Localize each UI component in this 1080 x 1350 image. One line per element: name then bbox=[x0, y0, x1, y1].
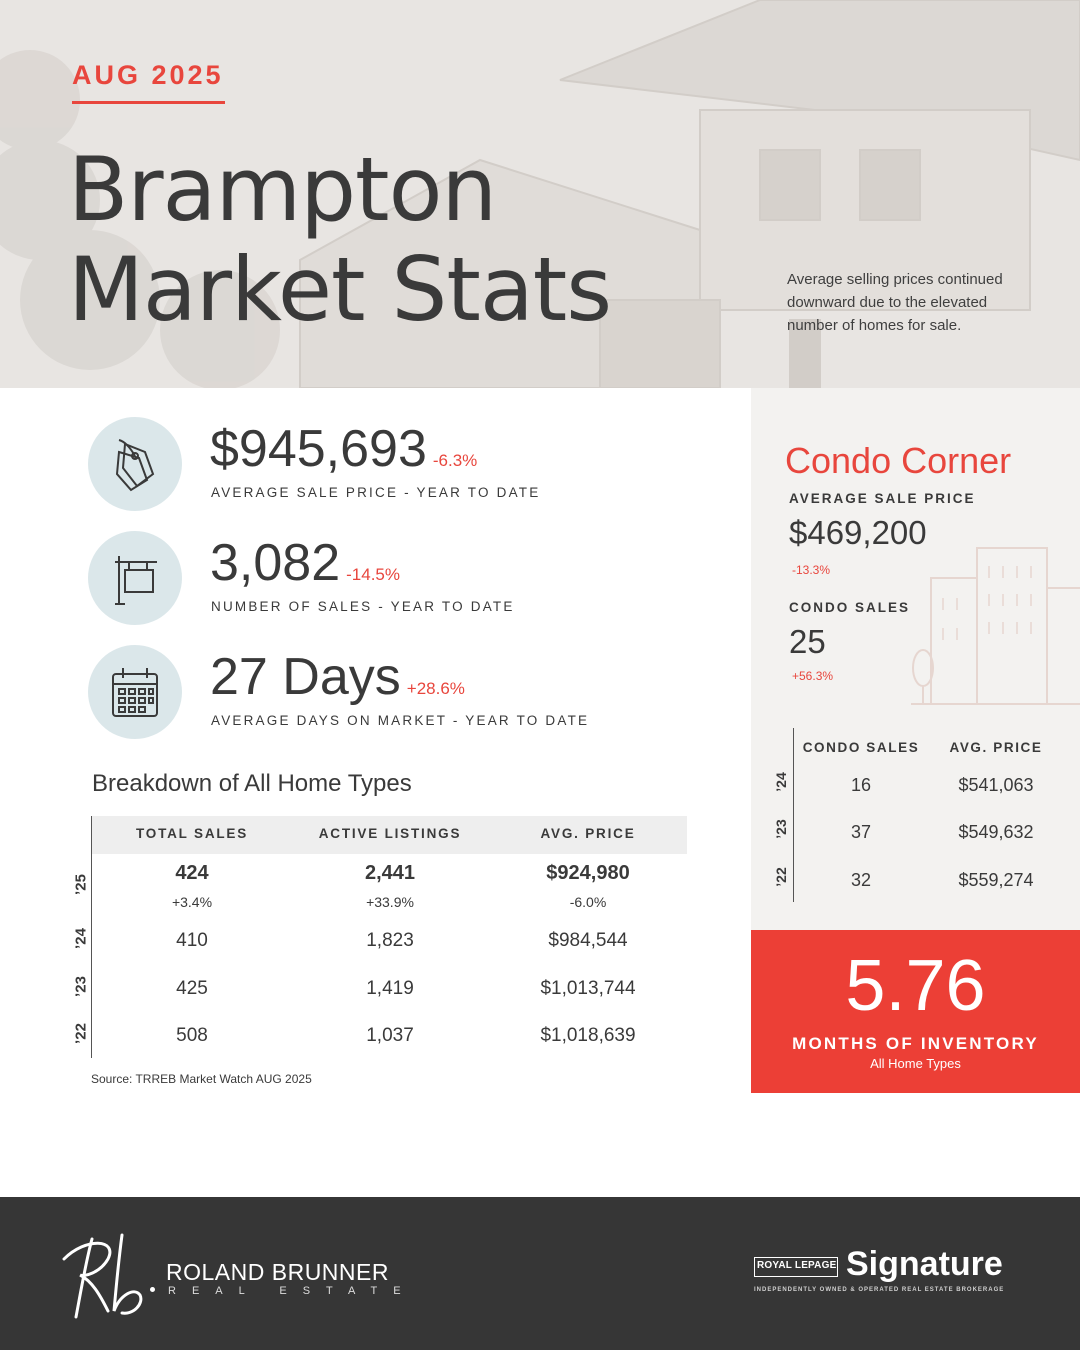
total-sales-change: +3.4% bbox=[171, 894, 213, 910]
kpi-change: -14.5% bbox=[346, 565, 401, 584]
avg-price-cell: $1,018,639 bbox=[540, 1025, 636, 1046]
house-background-image bbox=[0, 0, 1080, 388]
for-sale-sign-icon bbox=[88, 531, 182, 625]
condo-sales-cell: 32 bbox=[850, 870, 872, 890]
price-tag-icon bbox=[88, 417, 182, 511]
buildings-icon bbox=[911, 547, 1080, 705]
column-header-avg-price: AVG. PRICE bbox=[949, 740, 1043, 755]
avg-price-cell: $924,980 bbox=[546, 862, 630, 884]
avg-price-change: -6.0% bbox=[569, 894, 607, 910]
column-header-active-listings: ACTIVE LISTINGS bbox=[318, 826, 462, 841]
condo-sales-cell: 37 bbox=[850, 822, 872, 842]
page-title: Brampton Market Stats bbox=[68, 138, 612, 341]
kpi-days-on-market: 27 Days +28.6% AVERAGE DAYS ON MARKET - Y… bbox=[88, 645, 728, 740]
table-divider bbox=[91, 816, 92, 1058]
kpi-change: -6.3% bbox=[432, 451, 478, 470]
row-year: ’23 bbox=[72, 976, 90, 997]
title-line-1: Brampton bbox=[68, 138, 497, 241]
kpi-average-sale-price: $945,693 -6.3% AVERAGE SALE PRICE - YEAR … bbox=[88, 417, 728, 512]
brokerage-tagline: INDEPENDENTLY OWNED & OPERATED REAL ESTA… bbox=[754, 1287, 1005, 1293]
active-listings-change: +33.9% bbox=[366, 894, 414, 910]
royal-lepage-logo bbox=[754, 1257, 838, 1277]
column-header-condo-sales: CONDO SALES bbox=[802, 740, 920, 755]
condo-avg-price-change: -13.3% bbox=[792, 563, 831, 577]
inventory-value: 5.76 bbox=[845, 946, 986, 1026]
condo-avg-price-value: $469,200 bbox=[789, 514, 927, 551]
breakdown-title: Breakdown of All Home Types bbox=[92, 770, 412, 797]
kpi-label: NUMBER OF SALES - YEAR TO DATE bbox=[211, 599, 515, 614]
inventory-sublabel: All Home Types bbox=[870, 1056, 961, 1071]
condo-sales-change: +56.3% bbox=[792, 669, 834, 683]
date-underline bbox=[72, 101, 225, 104]
avg-price-cell: $984,544 bbox=[548, 930, 628, 951]
months-of-inventory-card: 5.76 MONTHS OF INVENTORY All Home Types bbox=[751, 930, 1080, 1093]
column-header-total-sales: TOTAL SALES bbox=[135, 826, 249, 841]
calendar-icon bbox=[88, 645, 182, 739]
condo-price-cell: $559,274 bbox=[958, 870, 1034, 890]
footer: ROLAND BRUNNER REAL ESTATE ROYAL LEPAGE … bbox=[0, 1197, 1080, 1350]
report-date: AUG 2025 bbox=[72, 60, 224, 90]
column-header-avg-price: AVG. PRICE bbox=[540, 826, 636, 841]
agent-name: ROLAND BRUNNER bbox=[166, 1259, 389, 1285]
condo-corner-panel: Condo Corner AVERAGE SALE PRICE $469,200… bbox=[751, 388, 1080, 930]
row-year: ’24 bbox=[773, 772, 789, 792]
brokerage-name: Signature bbox=[846, 1245, 1003, 1283]
kpi-change: +28.6% bbox=[406, 679, 465, 698]
row-year: ’22 bbox=[72, 1023, 90, 1044]
rb-signature-logo bbox=[62, 1233, 143, 1319]
kpi-label: AVERAGE DAYS ON MARKET - YEAR TO DATE bbox=[211, 713, 590, 728]
condo-price-cell: $541,063 bbox=[958, 775, 1034, 795]
active-listings-cell: 1,419 bbox=[366, 978, 414, 999]
kpi-value: 27 Days +28.6% bbox=[210, 648, 465, 706]
row-year: ’25 bbox=[72, 874, 90, 895]
inventory-label: MONTHS OF INVENTORY bbox=[792, 1034, 1039, 1053]
source-note: Source: TRREB Market Watch AUG 2025 bbox=[91, 1072, 312, 1086]
condo-corner-title: Condo Corner bbox=[785, 440, 1012, 481]
total-sales-cell: 508 bbox=[176, 1025, 208, 1046]
title-line-2: Market Stats bbox=[68, 238, 612, 341]
active-listings-cell: 2,441 bbox=[364, 862, 416, 884]
row-year: ’22 bbox=[773, 867, 789, 887]
breakdown-table-header: TOTAL SALES ACTIVE LISTINGS AVG. PRICE bbox=[92, 816, 687, 854]
kpi-label: AVERAGE SALE PRICE - YEAR TO DATE bbox=[211, 485, 541, 500]
active-listings-cell: 1,823 bbox=[366, 930, 414, 951]
logo-dot bbox=[150, 1287, 155, 1292]
condo-sales-value: 25 bbox=[789, 623, 826, 660]
total-sales-cell: 425 bbox=[176, 978, 208, 999]
market-summary-note: Average selling prices continued downwar… bbox=[787, 271, 1003, 334]
condo-avg-price-label: AVERAGE SALE PRICE bbox=[789, 491, 976, 506]
condo-price-cell: $549,632 bbox=[958, 822, 1034, 842]
kpi-value: $945,693 -6.3% bbox=[210, 420, 478, 478]
active-listings-cell: 1,037 bbox=[366, 1025, 414, 1046]
total-sales-cell: 424 bbox=[175, 862, 209, 884]
row-year: ’23 bbox=[773, 819, 789, 839]
table-divider bbox=[793, 728, 794, 902]
kpi-value: 3,082 -14.5% bbox=[210, 534, 401, 592]
royal-lepage-text: ROYAL LEPAGE bbox=[757, 1260, 837, 1271]
agent-subtitle: REAL ESTATE bbox=[168, 1285, 417, 1297]
row-year: ’24 bbox=[72, 928, 90, 949]
hero-banner: AUG 2025 Brampton Market Stats Average s… bbox=[0, 0, 1080, 388]
total-sales-cell: 410 bbox=[176, 930, 208, 951]
kpi-number-of-sales: 3,082 -14.5% NUMBER OF SALES - YEAR TO DA… bbox=[88, 531, 728, 626]
condo-sales-cell: 16 bbox=[850, 775, 872, 795]
avg-price-cell: $1,013,744 bbox=[540, 978, 636, 999]
condo-sales-label: CONDO SALES bbox=[789, 600, 911, 615]
